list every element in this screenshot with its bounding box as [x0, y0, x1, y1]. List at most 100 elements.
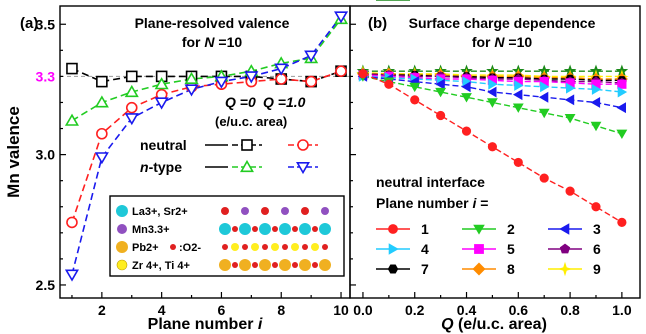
data-point-n-type-q1-5: [184, 84, 199, 97]
data-point-plane-2-q0.5: [487, 98, 498, 108]
lattice-atom: [259, 259, 271, 271]
data-point-plane-4-q0.5: [488, 78, 498, 90]
inset-legend-box: La3+, Sr2+ Mn3.3+ Pb2+ :O2- Zr 4+, Ti 4+: [109, 195, 345, 277]
lattice-atom: [279, 223, 291, 235]
panel-b-y-ticks: [350, 23, 356, 286]
data-point-n-type-q1-10: [334, 11, 349, 24]
lattice-atom: [219, 259, 231, 271]
lattice-atom: [301, 207, 309, 215]
y-tick-label: 2.5: [36, 277, 56, 293]
panel-a-legend-markers: [205, 139, 318, 175]
x-tick-label: 0.8: [560, 302, 580, 318]
legend-marker-plane-9: [557, 261, 573, 277]
data-point-neutral-q1-1: [66, 216, 78, 229]
panel-b-x-axis-label: Q (e/u.c. area): [441, 316, 547, 333]
data-point-plane-1-q0.8: [565, 186, 575, 196]
lattice-atom: [261, 207, 269, 215]
legend-label-plane-8: 8: [507, 261, 515, 277]
data-point-plane-4-q0.9: [591, 84, 602, 95]
data-point-n-type-q1-1: [64, 269, 79, 282]
legend-label-plane-1: 1: [421, 221, 429, 237]
legend-marker-neutral-q0: [241, 139, 253, 151]
series-line-n-type-q1: [71, 15, 342, 275]
data-point-plane-4-q0.8: [566, 82, 576, 94]
lattice-atom: [272, 226, 278, 232]
data-point-neutral-q0-3: [125, 70, 138, 83]
data-point-plane-1-q0.3: [436, 110, 446, 121]
zr-ti-ion-icon: [116, 259, 128, 271]
lattice-atom: [222, 244, 228, 250]
y-tick-label: 3.0: [36, 147, 56, 163]
data-point-plane-3-q1: [616, 102, 626, 114]
inset-label-o: :O2-: [179, 242, 201, 254]
panel-b-axes-frame: [349, 5, 641, 299]
data-point-plane-2-q0.6: [512, 103, 524, 113]
data-point-plane-3-q0.6: [513, 89, 523, 101]
series-line-n-type-q0: [71, 18, 342, 122]
data-point-plane-2-q0.4: [461, 93, 472, 103]
data-point-plane-2-q0.7: [538, 108, 550, 119]
legend-label-plane-3: 3: [593, 221, 601, 237]
lattice-atom: [232, 226, 238, 232]
panel-b-title-line1: Surface charge dependence: [409, 15, 596, 31]
lattice-atom: [239, 259, 251, 271]
legend-label-plane-9: 9: [593, 261, 601, 277]
legend-row-ntype: n-type: [140, 159, 182, 175]
panel-b-legend-title-line1: neutral interface: [376, 174, 485, 190]
panel-b: (b) Surface charge dependence for N =10 …: [349, 0, 641, 333]
lattice-atom: [241, 207, 249, 215]
data-point-n-type-q1-3: [124, 113, 139, 126]
series-line-neutral-q0: [71, 67, 342, 83]
legend-marker-plane-1: [388, 224, 398, 234]
series-line-neutral-q1: [71, 70, 342, 223]
legend-label-plane-10: 10: [421, 0, 437, 3]
legend-unit: (e/u.c. area): [215, 114, 287, 129]
legend-marker-plane-2: [473, 224, 485, 235]
lattice-atom: [259, 223, 271, 235]
data-point-plane-1-q0.2: [410, 95, 420, 105]
data-point-plane-1-q0.7: [539, 173, 549, 183]
data-point-plane-2-q0.8: [564, 114, 576, 124]
panel-a-x-ticks: 2 4 6 8 10: [71, 292, 349, 318]
panel-a-series-lines: [71, 15, 342, 275]
data-point-plane-4-q1: [617, 86, 628, 98]
legend-marker-n-type-q0: [240, 159, 254, 173]
x-tick-label: 4: [158, 302, 166, 318]
data-point-plane-4-q0.6: [514, 80, 524, 91]
lattice-atom: [292, 226, 298, 232]
x-tick-label: 8: [277, 302, 285, 318]
lattice-atom: [271, 243, 279, 251]
data-point-plane-3-q0.8: [564, 94, 575, 106]
panel-b-x-ticks: 0.0 0.2 0.4 0.6 0.8 1.0: [353, 292, 632, 318]
data-point-n-type-q0-5: [184, 71, 199, 84]
data-point-neutral-q1-2: [96, 127, 108, 140]
lattice-atom: [319, 223, 331, 235]
lattice-atom: [221, 207, 229, 215]
legend-marker-plane-3: [559, 223, 570, 235]
data-point-neutral-q1-9: [305, 75, 317, 88]
panel-a-y-ticks: 2.5 3.0 3.5 3.3: [36, 16, 66, 293]
data-point-plane-1-q0: [358, 69, 368, 79]
oxygen-ion-icon: [170, 244, 176, 250]
x-tick-label: 2: [98, 302, 106, 318]
legend-label-plane-7: 7: [421, 261, 429, 277]
lattice-atom: [251, 243, 259, 251]
panel-a-title-line2: for N =10: [182, 34, 243, 50]
data-point-n-type-q0-3: [124, 84, 139, 98]
legend-q1-header: Q =1.0: [263, 94, 306, 110]
data-point-plane-1-q0.1: [384, 79, 394, 89]
panel-a-label: (a): [20, 15, 38, 32]
legend-marker-plane-6: [559, 243, 571, 254]
data-point-plane-3-q0.3: [435, 78, 445, 90]
lattice-atom: [321, 207, 329, 215]
legend-marker-plane-5: [474, 244, 484, 254]
data-point-n-type-q1-8: [274, 63, 289, 76]
data-point-n-type-q1-6: [214, 76, 229, 89]
data-point-plane-2-q1: [616, 129, 628, 139]
data-point-neutral-q1-3: [125, 101, 138, 114]
inset-label-mn: Mn3.3+: [132, 224, 170, 236]
panel-b-legend: 1 2 3 4 5 6 7 8 9 10: [376, 0, 601, 277]
lattice-atom: [299, 223, 311, 235]
inset-label-pb: Pb2+: [132, 242, 159, 254]
